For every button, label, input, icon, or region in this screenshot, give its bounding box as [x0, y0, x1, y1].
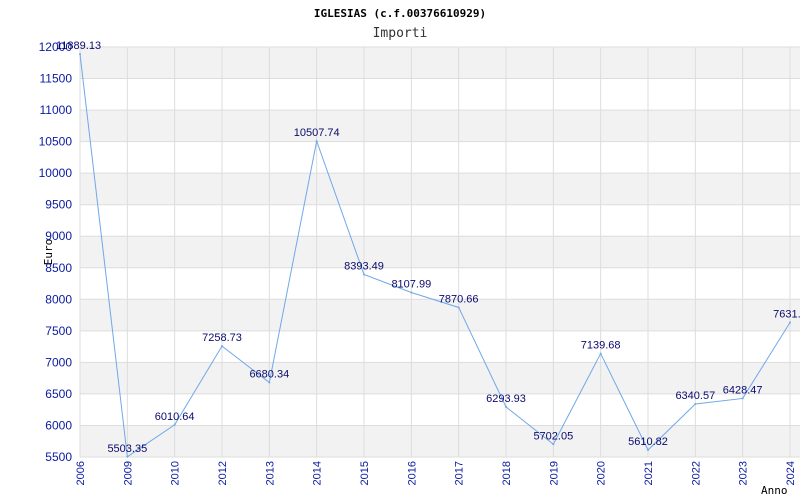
y-tick-label: 7000	[45, 355, 72, 369]
y-tick-label: 6000	[45, 418, 72, 432]
x-tick-label: 2021	[643, 461, 655, 485]
data-point	[552, 443, 555, 446]
data-point	[599, 352, 602, 355]
x-tick-label: 2024	[785, 461, 797, 485]
data-label: 7258.73	[202, 332, 242, 344]
data-labels: 11889.13 5503.35 6010.64 7258.73 6680.34 1050…	[56, 40, 800, 458]
data-label: 5702.05	[533, 430, 573, 442]
y-tick-label: 12000	[39, 40, 73, 54]
y-tick-label: 8000	[45, 292, 72, 306]
x-tick-label: 2009	[122, 461, 134, 485]
y-tick-label: 7500	[45, 324, 72, 338]
grid-band	[80, 47, 800, 79]
data-point	[410, 291, 413, 294]
grid-band	[80, 425, 800, 457]
x-axis-title: Anno	[761, 484, 788, 497]
x-tick-label: 2020	[596, 461, 608, 485]
x-tick-label: 2019	[548, 461, 560, 485]
data-point	[79, 52, 81, 55]
data-point	[173, 423, 176, 426]
data-point	[789, 321, 791, 324]
data-label: 5503.35	[107, 443, 147, 455]
y-tick-label: 9000	[45, 229, 72, 243]
grid-band	[80, 173, 800, 205]
data-point	[363, 273, 365, 276]
data-point	[647, 449, 649, 452]
x-tick-label: 2013	[264, 461, 276, 485]
grid-band	[80, 236, 800, 268]
data-label: 6010.64	[155, 411, 195, 423]
data-label: 5610.82	[628, 436, 668, 448]
data-label: 10507.74	[294, 127, 340, 139]
x-tick-label: 2018	[501, 461, 513, 485]
y-tick-label: 6500	[45, 387, 72, 401]
x-tick-label: 2012	[217, 461, 229, 485]
data-point	[741, 397, 744, 400]
y-tick-label: 9500	[45, 198, 72, 212]
y-axis: 5500 6000 6500 7000 7500 8000 8500 9000 9500 1000…	[39, 40, 73, 464]
data-label: 6428.47	[723, 384, 763, 396]
data-label: 7139.68	[581, 340, 621, 352]
x-tick-label: 2023	[738, 461, 750, 485]
data-point	[268, 381, 271, 384]
x-tick-label: 2016	[406, 461, 418, 485]
chart-subtitle: Importi	[373, 26, 428, 41]
x-tick-label: 2022	[690, 461, 702, 485]
x-tick-label: 2010	[170, 461, 182, 485]
data-label: 11889.13	[56, 40, 101, 52]
y-tick-label: 5500	[45, 450, 72, 464]
data-label: 7631.6	[773, 309, 800, 321]
data-point	[221, 345, 223, 348]
data-label: 7870.66	[439, 293, 479, 305]
x-tick-label: 2014	[312, 461, 324, 485]
grid-band	[80, 299, 800, 331]
data-point	[505, 405, 507, 408]
x-axis: 2006 2009 2010 2012 2013 2014 2015 2016 2017 2018…	[75, 461, 797, 485]
data-label: 6293.93	[486, 393, 526, 405]
y-tick-label: 8500	[45, 261, 72, 275]
data-point	[457, 306, 460, 309]
series-line	[79, 53, 791, 458]
y-axis-title: Euro	[42, 239, 55, 266]
background-bands	[80, 47, 800, 457]
y-tick-label: 10000	[39, 166, 73, 180]
y-tick-label: 11000	[40, 103, 73, 117]
y-tick-label: 11500	[40, 72, 73, 86]
data-label: 6680.34	[249, 369, 289, 381]
data-point	[694, 402, 697, 405]
grid-band	[80, 362, 800, 394]
gridlines	[79, 46, 800, 458]
x-tick-label: 2006	[75, 461, 87, 485]
grid-band	[80, 110, 800, 142]
data-point	[315, 140, 318, 143]
data-label: 6340.57	[675, 390, 715, 402]
data-label: 8393.49	[344, 260, 384, 272]
x-tick-label: 2015	[359, 461, 371, 485]
x-tick-label: 2017	[454, 461, 466, 485]
y-tick-label: 10500	[39, 135, 73, 149]
chart-title: IGLESIAS (c.f.00376610929)	[314, 7, 486, 20]
data-point	[126, 455, 129, 458]
data-label: 8107.99	[391, 278, 431, 290]
